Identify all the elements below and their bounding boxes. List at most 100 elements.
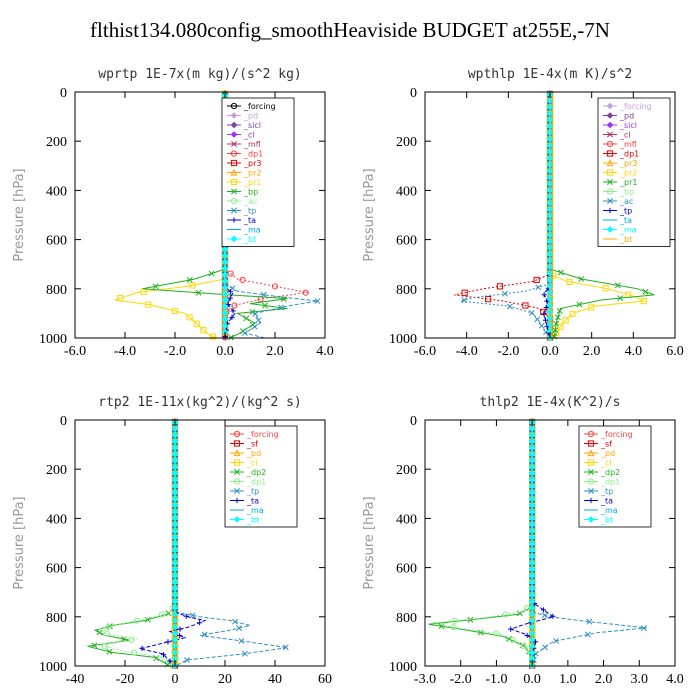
legend-marker [606,150,614,157]
series-line-ta [139,420,207,667]
series-marker-bt [171,559,179,567]
x-tick-label: 4.0 [316,344,334,359]
x-tick-label: -1.0 [485,672,507,687]
series-marker-bt [528,566,536,573]
series-marker-bt [528,489,536,497]
x-tick-label: 0.0 [523,672,541,687]
series-marker-dp1 [271,283,279,290]
series-marker-bp [195,289,202,296]
legend-label: _forcing [243,102,276,111]
legend-label: _sf [246,440,258,449]
legend-marker [230,178,238,186]
legend-marker [588,488,594,494]
legend-marker [606,140,614,148]
series-marker-pr1 [200,327,207,334]
series-marker-dp1 [161,656,168,663]
legend-label: _dp2 [600,468,620,477]
series-marker-tp [238,637,245,644]
series-marker-bt [528,502,536,509]
series-marker-dp1 [509,636,516,644]
series-marker-bt [171,521,179,529]
series-marker-bt [528,623,536,631]
series-marker-pr1 [117,295,124,302]
legend-marker [230,159,238,167]
legend-label: _bt [619,235,632,244]
plot-frame [74,91,326,339]
legend-marker [230,168,238,176]
legend-marker [233,449,241,457]
series-marker-bt [528,527,536,535]
series-marker-bt [171,425,179,433]
legend-label: _bp [619,188,634,197]
x-tick-label: -6.0 [414,344,436,359]
legend-marker [606,121,614,129]
legend: _forcing_sf_pd_cl_dp2_dp1_tp_ta_ma_bt [578,425,652,528]
series-marker-bt [528,457,536,465]
series-marker-dp1 [302,289,309,296]
series-marker-bt [171,547,179,554]
plot-area [454,90,655,341]
series-line-dp1 [454,92,551,338]
legend-marker [230,121,238,129]
series-marker-bt [171,431,179,439]
x-tick-label: 40 [268,672,282,687]
series-marker-pr2 [569,310,576,317]
series-marker-bp [186,276,193,283]
legend-marker [234,469,240,475]
legend-label: _dp1 [619,150,639,159]
series-marker-dp1 [521,643,528,650]
series-marker-bt [171,483,179,490]
series-marker-ta [550,613,556,619]
y-tick-label: 0 [410,86,417,101]
series-line-tp [543,92,551,339]
x-tick-label: -4.0 [456,344,478,359]
panel-title: wprtp 1E-7x(m kg)/(s^2 kg) [98,67,302,82]
legend-label: _bp [243,188,258,197]
series-marker-bt [171,617,179,625]
series-marker-pr1 [145,301,152,308]
series-marker-tp [260,291,267,298]
y-tick-label: 1000 [39,660,67,675]
legend-label: _bt [246,516,259,525]
series-marker-tp [541,311,547,317]
y-tick-label: 0 [410,414,417,429]
series-marker-dp2 [477,629,484,636]
series-marker-pr1 [576,301,583,308]
legend: _forcing_pd_sicl_cl_mfl_dp1_pr3_pr2_pr1_… [221,97,295,247]
y-axis-label: Pressure [hPa] [12,496,27,589]
series-marker-ta [524,632,530,639]
y-tick-label: 1000 [389,332,417,347]
legend-label: _mfl [243,140,261,149]
x-tick-label: 0 [172,672,179,687]
series-marker-dp1 [450,624,457,631]
series-marker-bt [528,547,536,554]
series-marker-tp [542,317,549,323]
y-tick-label: 200 [396,463,417,478]
series-marker-ta [165,639,171,645]
plot-frame [424,419,676,667]
series-marker-pr1 [189,282,196,289]
x-tick-label: -20 [116,672,135,687]
series-marker-dp1 [493,630,500,637]
y-axis-label: Pressure [hPa] [362,496,377,589]
legend: _forcing_pd_sicl_cl_mfl_dp1_pr3_pr2_pr1_… [597,97,671,247]
series-marker-bt [171,579,179,586]
series-marker-bt [221,315,229,323]
y-tick-label: 0 [60,414,67,429]
series-marker-bt [528,598,536,605]
series-marker-tp [184,657,190,664]
panel-title: thlp2 1E-4x(K^2)/s [480,395,621,410]
legend-marker [588,469,594,475]
y-tick-label: 800 [396,283,417,298]
series-marker-bp [249,308,256,315]
legend-marker [230,235,238,243]
legend-marker [233,478,241,485]
series-marker-bt [528,451,536,458]
series-marker-dp2 [438,623,445,630]
series-marker-ta [177,626,183,632]
legend-label: _pr2 [619,169,637,178]
series-marker-bt [171,470,179,477]
series-marker-bt [528,463,536,471]
series-marker-bt [171,515,179,522]
legend-label: _sf [600,440,612,449]
